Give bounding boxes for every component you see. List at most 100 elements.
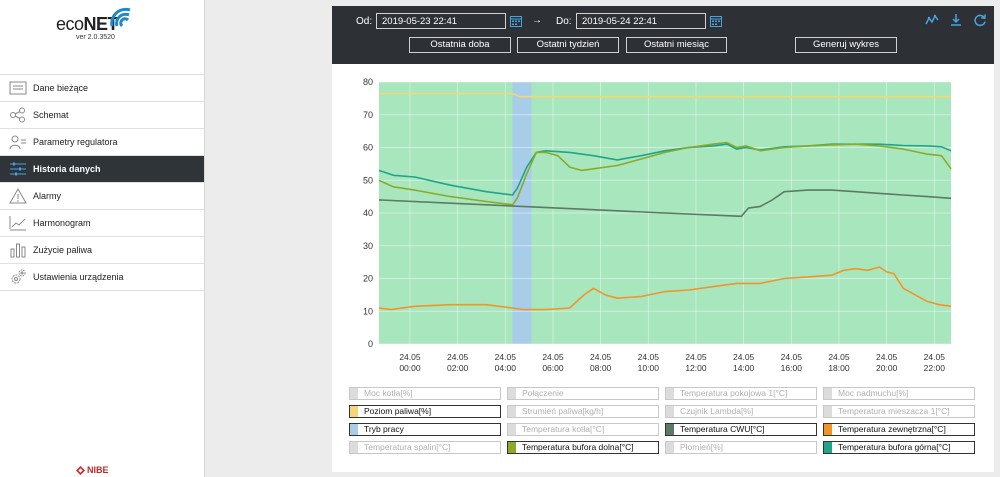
from-date-input[interactable]: 2019-05-23 22:41	[376, 13, 506, 29]
legend-swatch	[666, 424, 674, 435]
legend-item[interactable]: Temperatura zewnętrzna[°C]	[823, 423, 975, 436]
x-tick-label: 18:00	[828, 363, 850, 373]
chart-y-ticks: 0 10 20 30 40 50 60 70 80	[363, 77, 373, 349]
sidebar-item[interactable]: Alarmy	[0, 182, 204, 209]
econet-logo: ecoNET ver 2.0.3520	[56, 6, 136, 42]
sidebar-item[interactable]: Parametry regulatora	[0, 128, 204, 155]
calendar-icon[interactable]	[710, 15, 722, 27]
last-day-button[interactable]: Ostatnia doba	[409, 37, 511, 53]
sidebar-item[interactable]: Harmonogram	[0, 209, 204, 236]
series-line	[378, 266, 952, 311]
sidebar-item-label: Historia danych	[33, 164, 101, 174]
sidebar-item-label: Schemat	[33, 110, 69, 120]
to-date-input[interactable]: 2019-05-24 22:41	[576, 13, 706, 29]
legend-swatch	[350, 388, 358, 399]
legend-item[interactable]: Temperatura kotła[°C]	[507, 423, 659, 436]
x-tick-label: 24.05	[638, 352, 660, 362]
calendar-icon[interactable]	[510, 15, 522, 27]
y-tick-label: 10	[363, 306, 373, 316]
legend-item[interactable]: Strumień paliwa[kg/h]	[507, 405, 659, 418]
legend-item[interactable]: Temperatura CWU[°C]	[665, 423, 817, 436]
legend-label: Temperatura bufora dolna[°C]	[522, 442, 634, 452]
sidebar-item[interactable]: Schemat	[0, 101, 204, 128]
y-tick-label: 40	[363, 208, 373, 218]
sidebar-item[interactable]: Zużycie paliwa	[0, 236, 204, 263]
legend-item[interactable]: Temperatura bufora dolna[°C]	[507, 441, 659, 454]
legend-label: Połączenie	[522, 388, 564, 398]
sidebar-item[interactable]: Historia danych	[0, 155, 204, 182]
legend-item[interactable]: Połączenie	[507, 387, 659, 400]
legend-item[interactable]: Poziom paliwa[%]	[349, 405, 501, 418]
x-tick-label: 24.05	[542, 352, 564, 362]
nibe-logo: NIBE	[76, 465, 109, 475]
range-arrow: →	[532, 15, 542, 26]
legend-item[interactable]: Temperatura pokojowa 1[°C]	[665, 387, 817, 400]
legend-item[interactable]: Temperatura bufora górna[°C]	[823, 441, 975, 454]
legend-item[interactable]: Moc nadmuchu[%]	[823, 387, 975, 400]
last-week-button[interactable]: Ostatni tydzień	[517, 37, 619, 53]
users-icon	[8, 132, 28, 152]
chart-lines	[378, 92, 952, 311]
x-tick-label: 24.05	[828, 352, 850, 362]
legend-swatch	[508, 442, 516, 453]
sidebar-item[interactable]: Dane bieżące	[0, 74, 204, 101]
legend-label: Temperatura zewnętrzna[°C]	[838, 424, 946, 434]
legend-swatch	[666, 442, 674, 453]
legend-swatch	[508, 424, 516, 435]
sidebar-item-label: Ustawienia urządzenia	[33, 272, 124, 282]
legend-label: Temperatura pokojowa 1[°C]	[680, 388, 788, 398]
logo-suffix: NET	[83, 14, 119, 34]
legend-label: Czujnik Lambda[%]	[680, 406, 754, 416]
y-tick-label: 50	[363, 175, 373, 185]
chart-x-ticks: 24.0500:0024.0502:0024.0504:0024.0506:00…	[399, 352, 945, 373]
sidebar-item-label: Dane bieżące	[33, 83, 89, 93]
legend-item[interactable]: Tryb pracy	[349, 423, 501, 436]
series-line	[378, 141, 952, 206]
x-tick-label: 08:00	[590, 363, 612, 373]
y-tick-label: 80	[363, 77, 373, 87]
download-icon[interactable]	[949, 13, 963, 27]
legend-label: Poziom paliwa[%]	[364, 406, 432, 416]
generate-chart-button[interactable]: Generuj wykres	[795, 37, 897, 53]
sidebar-nav: Dane bieżące Schemat Parametry regulatora H…	[0, 74, 204, 291]
last-month-button[interactable]: Ostatni miesiąc	[626, 37, 727, 53]
x-tick-label: 24.05	[590, 352, 612, 362]
nibe-text: NIBE	[87, 465, 109, 475]
sidebar-item-label: Parametry regulatora	[33, 137, 118, 147]
legend-label: Strumień paliwa[kg/h]	[522, 406, 604, 416]
refresh-icon[interactable]	[973, 13, 987, 27]
from-label: Od:	[356, 16, 373, 27]
history-panel: Od: 2019-05-23 22:41 → Do: 2019-05-24 22…	[332, 6, 994, 472]
x-tick-label: 24.05	[924, 352, 946, 362]
legend-item[interactable]: Czujnik Lambda[%]	[665, 405, 817, 418]
y-tick-label: 60	[363, 143, 373, 153]
sidebar-item-label: Alarmy	[33, 191, 62, 201]
x-tick-label: 06:00	[542, 363, 564, 373]
legend-label: Temperatura spalin[°C]	[364, 442, 451, 452]
legend-item[interactable]: Moc kotła[%]	[349, 387, 501, 400]
legend-label: Tryb pracy	[364, 424, 404, 434]
legend-swatch	[350, 406, 358, 417]
legend-item[interactable]: Płomień[%]	[665, 441, 817, 454]
legend-item[interactable]: Temperatura mieszacza 1[°C]	[823, 405, 975, 418]
x-tick-label: 24.05	[685, 352, 707, 362]
warning-icon	[8, 186, 28, 206]
sliders-icon	[8, 159, 28, 179]
legend-swatch	[824, 388, 832, 399]
x-tick-label: 24.05	[733, 352, 755, 362]
sidebar-item[interactable]: Ustawienia urządzenia	[0, 263, 204, 291]
legend-item[interactable]: Temperatura spalin[°C]	[349, 441, 501, 454]
y-tick-label: 0	[368, 339, 373, 349]
x-tick-label: 24.05	[447, 352, 469, 362]
list-icon	[8, 78, 28, 98]
legend-label: Moc nadmuchu[%]	[838, 388, 909, 398]
legend-label: Temperatura mieszacza 1[°C]	[838, 406, 950, 416]
legend-label: Płomień[%]	[680, 442, 723, 452]
chart-line-icon[interactable]	[925, 13, 939, 27]
legend-swatch	[666, 406, 674, 417]
wifi-icon	[110, 7, 131, 28]
x-tick-label: 12:00	[685, 363, 707, 373]
legend-swatch	[508, 388, 516, 399]
sidebar-item-label: Zużycie paliwa	[33, 245, 93, 255]
